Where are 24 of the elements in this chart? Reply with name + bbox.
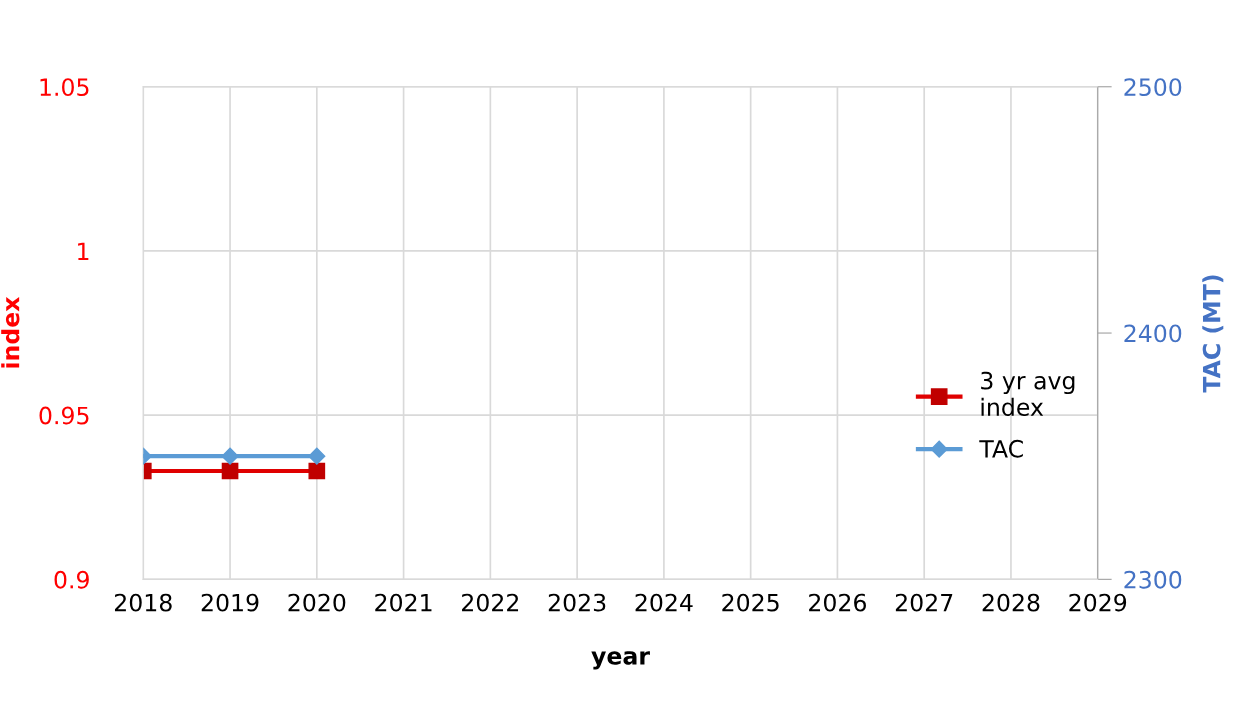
x-tick-label: 2018 [114, 593, 172, 612]
x-tick-label: 2020 [288, 593, 346, 612]
y2-tick-label: 2300 [1124, 570, 1182, 589]
legend-label: 3 yr avg index [981, 371, 1075, 416]
x-tick-label: 2029 [1069, 593, 1127, 612]
x-tick-label: 2019 [201, 593, 259, 612]
y-tick-label: 1 [78, 242, 89, 260]
y2-tick-label: 2500 [1124, 78, 1182, 97]
y-axis-title: index [1, 296, 20, 368]
y2-axis-title: TAC (MT) [1202, 275, 1224, 393]
x-tick-label: 2021 [375, 593, 432, 612]
x-tick-label: 2024 [635, 593, 693, 612]
x-axis-title: year [591, 651, 650, 670]
y-tick-label: 0.9 [54, 570, 89, 589]
x-tick-label: 2027 [895, 593, 953, 612]
y2-tick-label: 2400 [1124, 324, 1182, 343]
legend-label: TAC [979, 439, 1023, 458]
x-tick-label: 2028 [982, 593, 1040, 612]
x-tick-label: 2022 [462, 593, 519, 612]
y-tick-label: 0.95 [39, 406, 89, 425]
y-tick-label: 1.05 [40, 78, 89, 97]
x-tick-label: 2025 [722, 593, 779, 612]
x-tick-label: 2026 [809, 593, 866, 612]
x-tick-label: 2023 [548, 593, 606, 612]
